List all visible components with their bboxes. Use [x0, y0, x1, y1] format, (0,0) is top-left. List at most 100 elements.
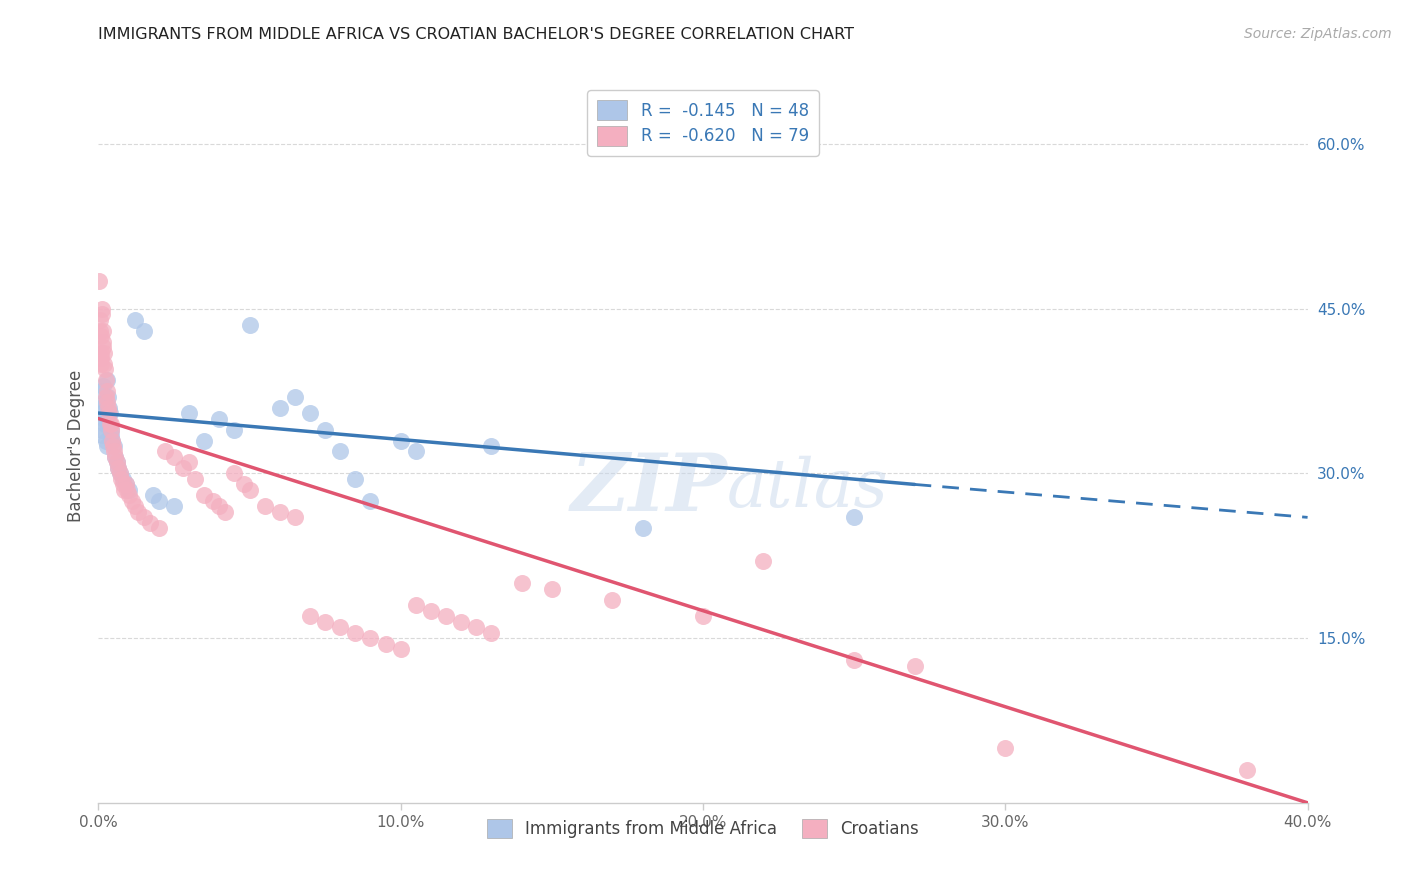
Point	[420, 604, 443, 618]
Point	[752, 554, 775, 568]
Point	[101, 434, 124, 448]
Point	[111, 477, 134, 491]
Point	[105, 455, 128, 469]
Point	[98, 417, 121, 431]
Point	[202, 494, 225, 508]
Point	[98, 401, 121, 415]
Point	[224, 423, 246, 437]
Point	[91, 340, 114, 354]
Point	[101, 439, 124, 453]
Point	[91, 324, 114, 338]
Point	[299, 609, 322, 624]
Point	[121, 494, 143, 508]
Point	[90, 329, 112, 343]
Point	[103, 439, 125, 453]
Point	[481, 439, 503, 453]
Point	[100, 423, 122, 437]
Point	[179, 406, 201, 420]
Point	[108, 467, 131, 481]
Point	[692, 609, 714, 624]
Point	[96, 439, 118, 453]
Point	[193, 434, 215, 448]
Text: atlas: atlas	[727, 456, 889, 522]
Point	[105, 455, 128, 469]
Point	[360, 494, 382, 508]
Point	[904, 658, 927, 673]
Point	[114, 477, 136, 491]
Point	[96, 384, 118, 398]
Point	[93, 357, 115, 371]
Point	[405, 444, 427, 458]
Point	[193, 488, 215, 502]
Point	[540, 582, 562, 596]
Point	[284, 510, 307, 524]
Point	[389, 434, 412, 448]
Point	[94, 373, 117, 387]
Point	[89, 312, 111, 326]
Point	[269, 401, 291, 415]
Point	[208, 500, 231, 514]
Point	[98, 406, 121, 420]
Point	[93, 411, 115, 425]
Point	[239, 318, 262, 333]
Point	[374, 637, 396, 651]
Point	[153, 444, 176, 458]
Point	[142, 488, 165, 502]
Point	[172, 461, 194, 475]
Point	[118, 483, 141, 497]
Point	[89, 401, 111, 415]
Point	[107, 461, 129, 475]
Point	[91, 301, 114, 316]
Point	[510, 576, 533, 591]
Point	[108, 467, 131, 481]
Point	[115, 483, 138, 497]
Point	[132, 510, 155, 524]
Point	[344, 472, 367, 486]
Point	[110, 472, 132, 486]
Point	[465, 620, 488, 634]
Point	[163, 450, 186, 464]
Point	[97, 390, 120, 404]
Point	[344, 625, 367, 640]
Point	[91, 428, 114, 442]
Point	[184, 472, 207, 486]
Point	[90, 345, 112, 359]
Point	[434, 609, 457, 624]
Point	[994, 740, 1017, 755]
Point	[314, 615, 336, 629]
Text: ZIP: ZIP	[571, 450, 727, 527]
Point	[104, 450, 127, 464]
Point	[118, 488, 141, 502]
Text: Source: ZipAtlas.com: Source: ZipAtlas.com	[1244, 27, 1392, 41]
Point	[100, 417, 122, 431]
Text: IMMIGRANTS FROM MIDDLE AFRICA VS CROATIAN BACHELOR'S DEGREE CORRELATION CHART: IMMIGRANTS FROM MIDDLE AFRICA VS CROATIA…	[98, 27, 855, 42]
Point	[602, 592, 624, 607]
Y-axis label: Bachelor's Degree: Bachelor's Degree	[66, 370, 84, 522]
Point	[93, 395, 115, 409]
Point	[93, 345, 115, 359]
Point	[96, 373, 118, 387]
Point	[90, 351, 112, 366]
Point	[111, 472, 134, 486]
Point	[94, 390, 117, 404]
Point	[100, 428, 122, 442]
Point	[139, 516, 162, 530]
Point	[127, 505, 149, 519]
Point	[91, 378, 114, 392]
Point	[214, 505, 236, 519]
Point	[179, 455, 201, 469]
Point	[329, 620, 352, 634]
Point	[148, 494, 170, 508]
Point	[100, 423, 122, 437]
Point	[405, 598, 427, 612]
Point	[253, 500, 276, 514]
Point	[329, 444, 352, 458]
Point	[844, 653, 866, 667]
Point	[89, 324, 111, 338]
Point	[101, 434, 124, 448]
Point	[97, 401, 120, 415]
Point	[631, 521, 654, 535]
Point	[94, 362, 117, 376]
Legend: Immigrants from Middle Africa, Croatians: Immigrants from Middle Africa, Croatians	[479, 812, 927, 845]
Point	[389, 642, 412, 657]
